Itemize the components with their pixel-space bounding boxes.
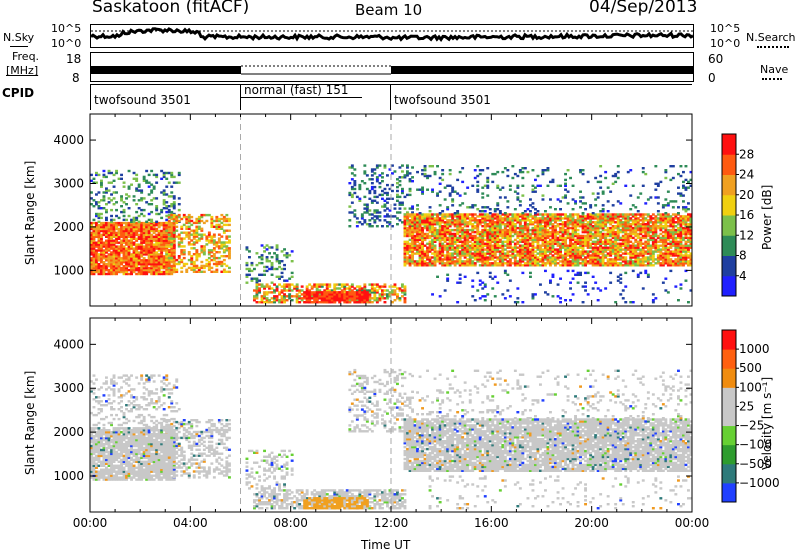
y-tick-label: 4000: [53, 337, 84, 351]
colorbar-swatch: [722, 406, 736, 427]
noise-left-tick-top: 10^5: [51, 22, 82, 35]
x-tick-label: 12:00: [374, 516, 409, 530]
colorbar-swatch: [722, 387, 736, 407]
colorbar-swatch: [722, 174, 736, 196]
velocity-colorbar-label: Velocity [m s⁻¹]: [760, 376, 774, 470]
x-tick-label: 00:00: [675, 516, 710, 530]
colorbar-tick-label: 12: [739, 228, 754, 242]
x-tick-label: 00:00: [73, 516, 108, 530]
colorbar-swatch: [722, 215, 736, 236]
colorbar-tick-label: 25: [739, 399, 754, 413]
cpid-label: CPID: [2, 86, 35, 100]
power-colorbar: 28 24 20 16 12 8 4: [721, 133, 754, 297]
colorbar-tick-label: 20: [739, 188, 754, 202]
nsearch-legend-line: [757, 46, 789, 48]
time-axis: 00:00 04:00 08:00 12:00 16:00 20:00 00:00: [73, 516, 710, 530]
cpid-segment-2: normal (fast) 151: [244, 83, 349, 97]
x-tick-label: 20:00: [574, 516, 609, 530]
colorbar-tick-label: 28: [739, 147, 754, 161]
colorbar-tick-label: −100: [739, 438, 772, 452]
colorbar-swatch: [722, 255, 736, 277]
colorbar-swatch: [722, 275, 736, 297]
nsky-trace: [91, 27, 693, 42]
y-tick-label: 4000: [53, 133, 84, 147]
x-tick-label: 04:00: [173, 516, 208, 530]
nsky-legend-line: [10, 46, 28, 47]
colorbar-swatch: [722, 482, 736, 503]
freq-label-line1: Freq.: [12, 50, 40, 63]
y-tick-label: 2000: [53, 220, 84, 234]
noise-right-tick-top: 10^5: [710, 22, 741, 35]
cpid-panel: twofsound 3501 normal (fast) 151 twofsou…: [90, 83, 694, 110]
colorbar-tick-label: −500: [739, 457, 772, 471]
power-colorbar-label: Power [dB]: [760, 184, 774, 250]
velocity-panel: 1000 2000 3000 4000: [53, 317, 693, 513]
colorbar-swatch: [722, 368, 736, 388]
colorbar-tick-label: 8: [739, 249, 747, 263]
noise-left-tick-bottom: 10^0: [51, 37, 82, 50]
colorbar-swatch: [722, 330, 736, 350]
freq-left-tick-top: 18: [66, 52, 82, 66]
nave-label: Nave: [760, 63, 789, 76]
colorbar-tick-label: 24: [739, 168, 754, 182]
colorbar-tick-label: 100: [739, 380, 762, 394]
colorbar-tick-label: −1000: [739, 476, 780, 490]
freq-right-tick-top: 60: [708, 52, 724, 66]
freq-label-line2: [MHz]: [6, 64, 39, 77]
velocity-colorbar: 1000 500 100 25 −25 −100 −500 −1000: [721, 329, 780, 503]
noise-panel: [90, 24, 694, 48]
y-tick-label: 1000: [53, 469, 84, 483]
colorbar-tick-label: −25: [739, 419, 764, 433]
date-title: 04/Sep/2013: [589, 0, 698, 17]
freq-band-1: [91, 66, 241, 74]
y-tick-label: 3000: [53, 177, 84, 191]
colorbar-swatch: [722, 444, 736, 465]
colorbar-swatch: [722, 425, 736, 446]
freq-band-2: [391, 66, 693, 74]
nave-legend-line: [762, 78, 782, 80]
nsky-label: N.Sky: [3, 31, 35, 44]
colorbar-tick-label: 4: [739, 269, 747, 283]
y-tick-label: 1000: [53, 263, 84, 277]
colorbar-swatch: [722, 463, 736, 484]
y-tick-label: 2000: [53, 425, 84, 439]
x-tick-label: 16:00: [474, 516, 509, 530]
power-panel: 1000 2000 3000 4000: [53, 113, 693, 307]
cpid-segment-1: twofsound 3501: [94, 93, 191, 107]
y-tick-label: 3000: [53, 381, 84, 395]
colorbar-swatch: [722, 154, 736, 175]
time-axis-label: Time UT: [361, 538, 411, 552]
colorbar-swatch: [722, 194, 736, 216]
freq-left-tick-bottom: 8: [72, 71, 80, 85]
freq-panel: [90, 52, 694, 82]
colorbar-tick-label: 16: [739, 208, 754, 222]
colorbar-tick-label: 1000: [739, 342, 770, 356]
x-tick-label: 08:00: [273, 516, 308, 530]
colorbar-swatch: [722, 235, 736, 256]
colorbar-tick-label: 500: [739, 361, 762, 375]
cpid-segment-3: twofsound 3501: [394, 93, 491, 107]
power-ylabel: Slant Range [km]: [23, 160, 37, 265]
colorbar-swatch: [722, 134, 736, 155]
velocity-ylabel: Slant Range [km]: [23, 370, 37, 475]
beam-title: Beam 10: [355, 1, 423, 19]
noise-right-tick-bottom: 10^0: [710, 37, 741, 50]
freq-right-tick-bottom: 0: [708, 71, 716, 85]
nsearch-label: N.Search: [746, 31, 796, 44]
colorbar-swatch: [722, 349, 736, 369]
station-title: Saskatoon (fitACF): [92, 0, 250, 17]
